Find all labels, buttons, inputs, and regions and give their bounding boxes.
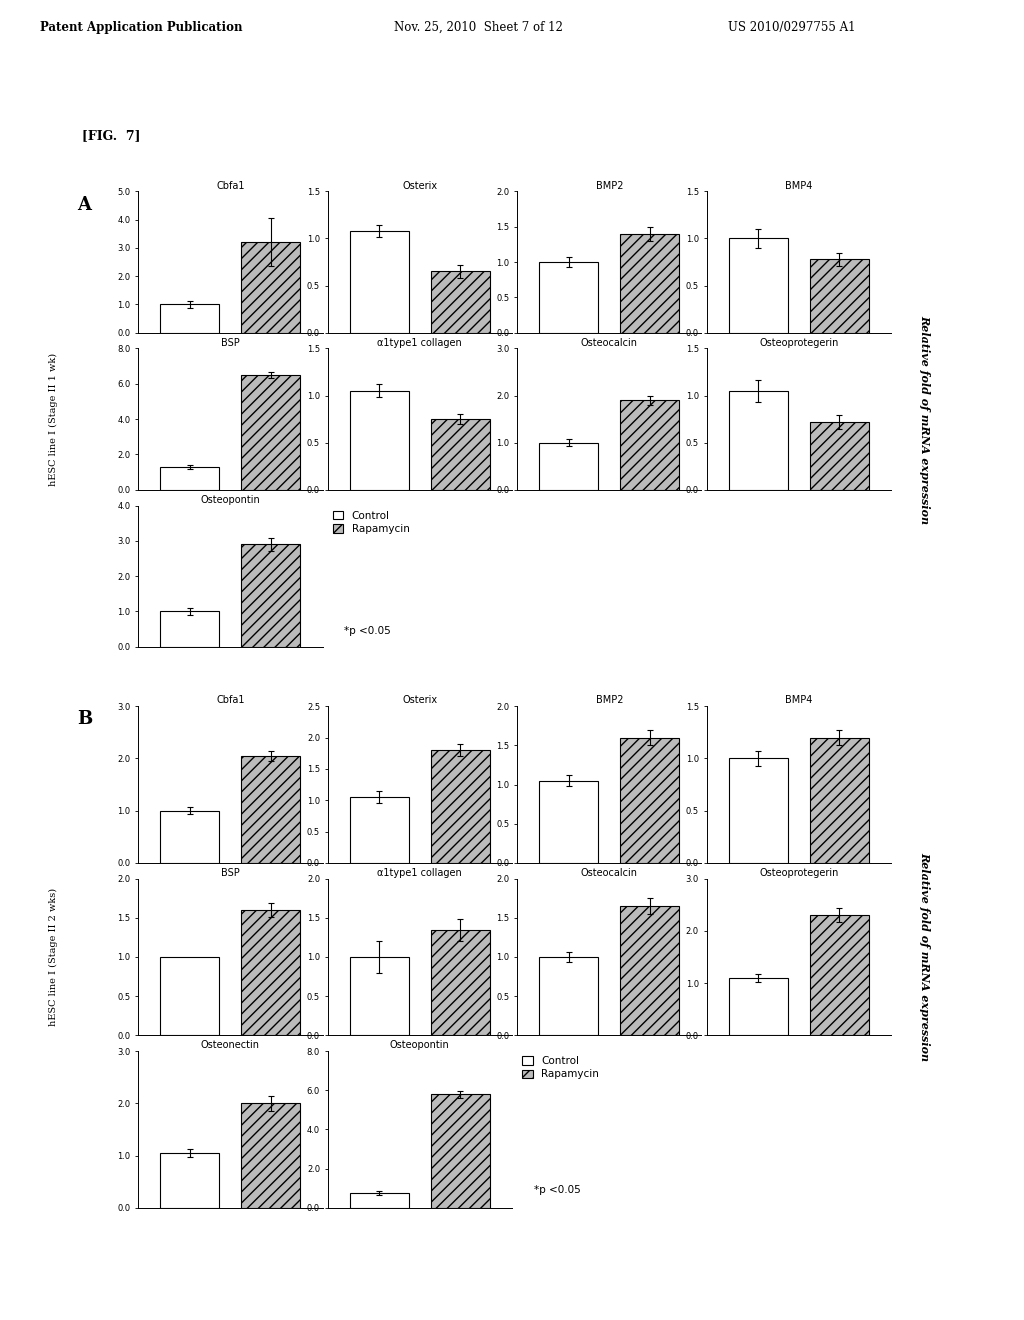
Bar [431, 420, 489, 490]
Legend: Control, Rapamycin: Control, Rapamycin [522, 1056, 599, 1080]
Bar [810, 738, 868, 863]
Title: Osteopontin: Osteopontin [201, 495, 260, 504]
Text: A: A [77, 195, 91, 214]
Title: Osteocalcin: Osteocalcin [581, 338, 638, 347]
Title: α1type1 collagen: α1type1 collagen [378, 869, 462, 878]
Title: Cbfa1: Cbfa1 [216, 696, 245, 705]
Bar [621, 234, 679, 333]
Bar [729, 391, 787, 490]
Bar [242, 909, 300, 1035]
Bar [810, 422, 868, 490]
Text: Nov. 25, 2010  Sheet 7 of 12: Nov. 25, 2010 Sheet 7 of 12 [394, 21, 563, 33]
Bar [810, 915, 868, 1035]
Bar [161, 305, 219, 333]
Bar [161, 611, 219, 647]
Text: *p <0.05: *p <0.05 [344, 626, 391, 635]
Bar [242, 243, 300, 333]
Text: Patent Application Publication: Patent Application Publication [40, 21, 243, 33]
Text: [FIG.  7]: [FIG. 7] [82, 129, 140, 141]
Title: Osteoprotegerin: Osteoprotegerin [759, 869, 839, 878]
Bar [350, 391, 409, 490]
Title: BMP4: BMP4 [785, 696, 812, 705]
Bar [242, 375, 300, 490]
Bar [621, 906, 679, 1035]
Bar [621, 738, 679, 863]
Bar [242, 1104, 300, 1208]
Title: BSP: BSP [221, 338, 240, 347]
Title: Osteopontin: Osteopontin [390, 1040, 450, 1051]
Bar [350, 1193, 409, 1208]
Text: hESC line I (Stage II 2 wks): hESC line I (Stage II 2 wks) [49, 888, 58, 1026]
Bar [161, 957, 219, 1035]
Bar [540, 957, 598, 1035]
Bar [350, 957, 409, 1035]
Bar [242, 544, 300, 647]
Title: Osteocalcin: Osteocalcin [581, 869, 638, 878]
Bar [810, 259, 868, 333]
Title: Osterix: Osterix [402, 696, 437, 705]
Text: Relative fold of mRNA expression: Relative fold of mRNA expression [920, 314, 930, 524]
Title: α1type1 collagen: α1type1 collagen [378, 338, 462, 347]
Title: Osteonectin: Osteonectin [201, 1040, 260, 1051]
Bar [161, 810, 219, 863]
Bar [729, 239, 787, 333]
Bar [431, 750, 489, 863]
Bar [242, 756, 300, 863]
Bar [431, 272, 489, 333]
Bar [540, 780, 598, 863]
Title: Osterix: Osterix [402, 181, 437, 190]
Legend: Control, Rapamycin: Control, Rapamycin [333, 511, 410, 533]
Title: BSP: BSP [221, 869, 240, 878]
Text: Relative fold of mRNA expression: Relative fold of mRNA expression [920, 853, 930, 1061]
Bar [540, 261, 598, 333]
Bar [431, 929, 489, 1035]
Bar [729, 759, 787, 863]
Title: Cbfa1: Cbfa1 [216, 181, 245, 190]
Bar [621, 400, 679, 490]
Text: US 2010/0297755 A1: US 2010/0297755 A1 [728, 21, 856, 33]
Text: *p <0.05: *p <0.05 [534, 1185, 581, 1196]
Bar [540, 442, 598, 490]
Title: BMP4: BMP4 [785, 181, 812, 190]
Bar [161, 467, 219, 490]
Bar [350, 797, 409, 863]
Title: BMP2: BMP2 [596, 696, 623, 705]
Bar [431, 1094, 489, 1208]
Text: B: B [77, 710, 92, 729]
Text: hESC line I (Stage II 1 wk): hESC line I (Stage II 1 wk) [49, 352, 58, 486]
Bar [729, 978, 787, 1035]
Bar [350, 231, 409, 333]
Bar [161, 1152, 219, 1208]
Title: Osteoprotegerin: Osteoprotegerin [759, 338, 839, 347]
Title: BMP2: BMP2 [596, 181, 623, 190]
